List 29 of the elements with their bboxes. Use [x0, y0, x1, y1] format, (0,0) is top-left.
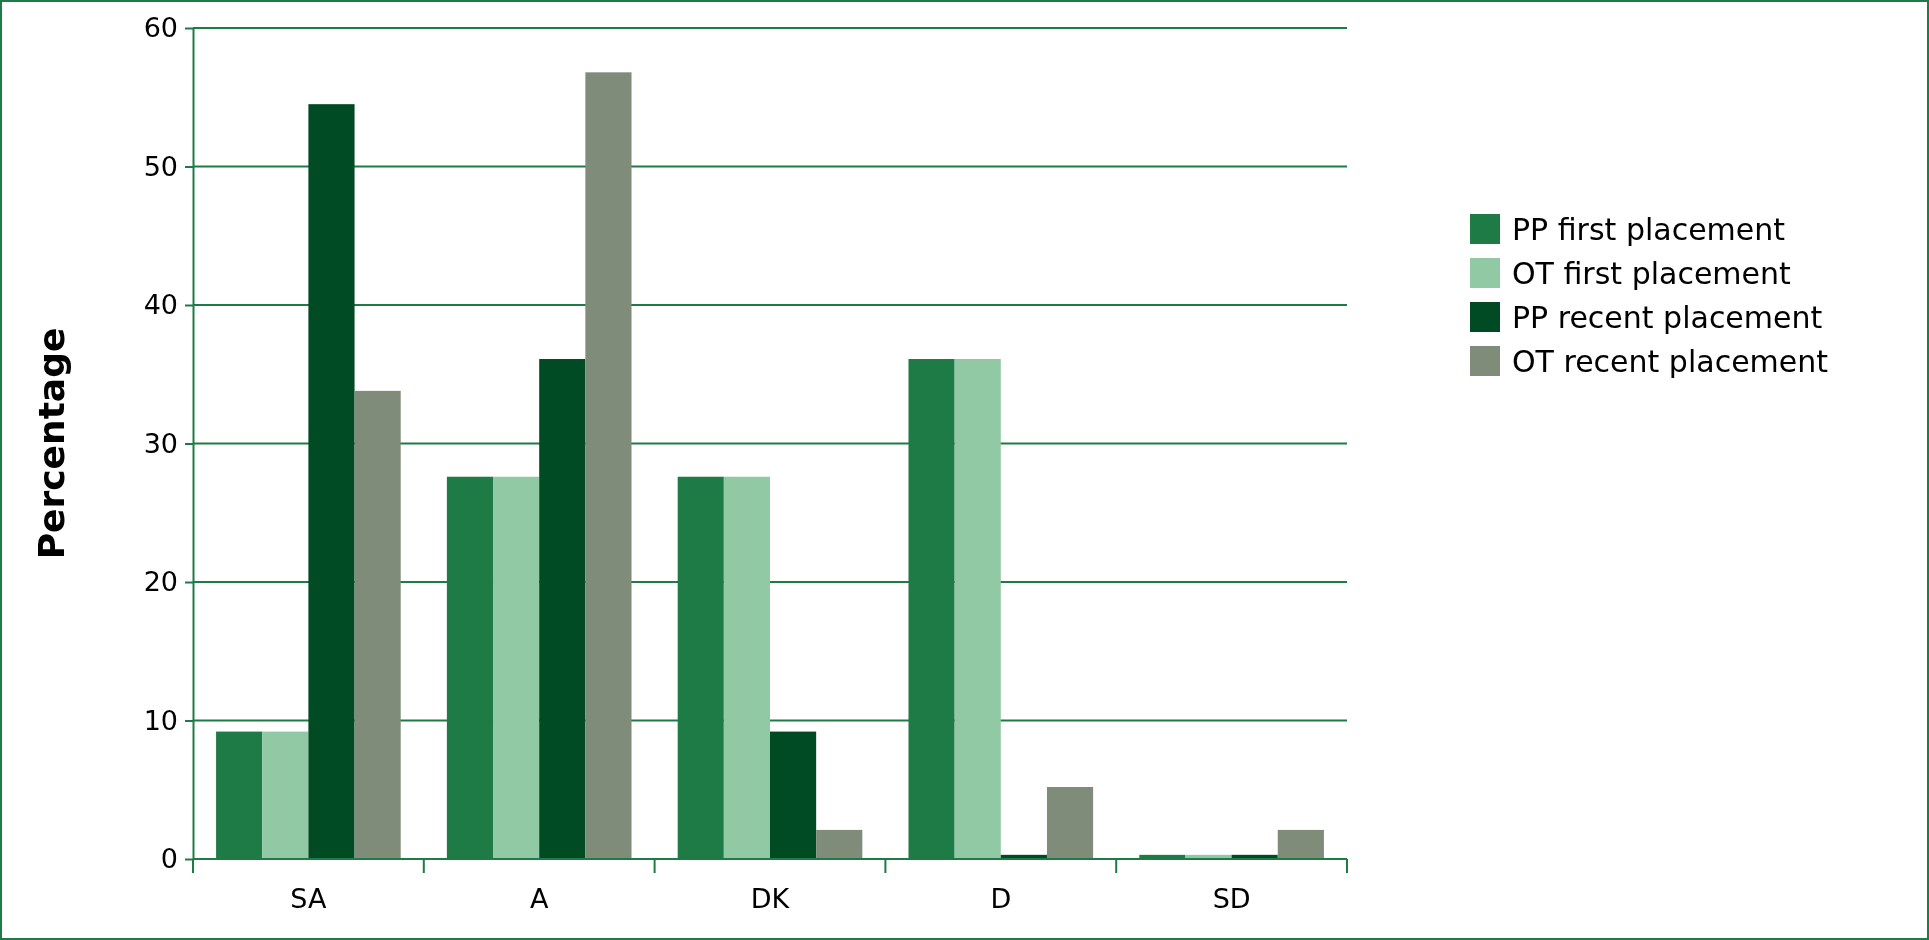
y-tick-label: 50: [143, 150, 178, 182]
bar: [723, 476, 770, 859]
bar: [539, 359, 586, 859]
y-tick-label: 60: [143, 12, 178, 44]
legend-label: OT first placement: [1512, 256, 1792, 291]
x-tick-label: SD: [1212, 883, 1251, 914]
bar: [585, 72, 632, 859]
x-tick-label: SA: [290, 883, 327, 914]
bar: [770, 731, 817, 859]
bar: [354, 390, 401, 859]
bar: [493, 476, 540, 859]
bar: [954, 359, 1001, 859]
legend-label: OT recent placement: [1512, 344, 1829, 379]
y-axis-title: Percentage: [31, 327, 72, 560]
y-tick-label: 30: [143, 427, 178, 459]
x-tick-label: A: [529, 883, 549, 914]
x-tick-label: DK: [750, 883, 791, 914]
bar: [1046, 786, 1094, 859]
bar: [816, 829, 863, 859]
y-tick-label: 20: [143, 566, 178, 598]
y-tick-label: 40: [143, 289, 178, 321]
y-tick-label: 10: [143, 704, 178, 736]
legend-label: PP first placement: [1512, 212, 1786, 247]
bar: [1277, 829, 1324, 859]
bar: [308, 104, 355, 859]
bar: [262, 731, 309, 859]
x-tick-label: D: [990, 883, 1012, 914]
y-tick-label: 0: [160, 843, 178, 875]
legend-label: PP recent placement: [1512, 300, 1823, 335]
